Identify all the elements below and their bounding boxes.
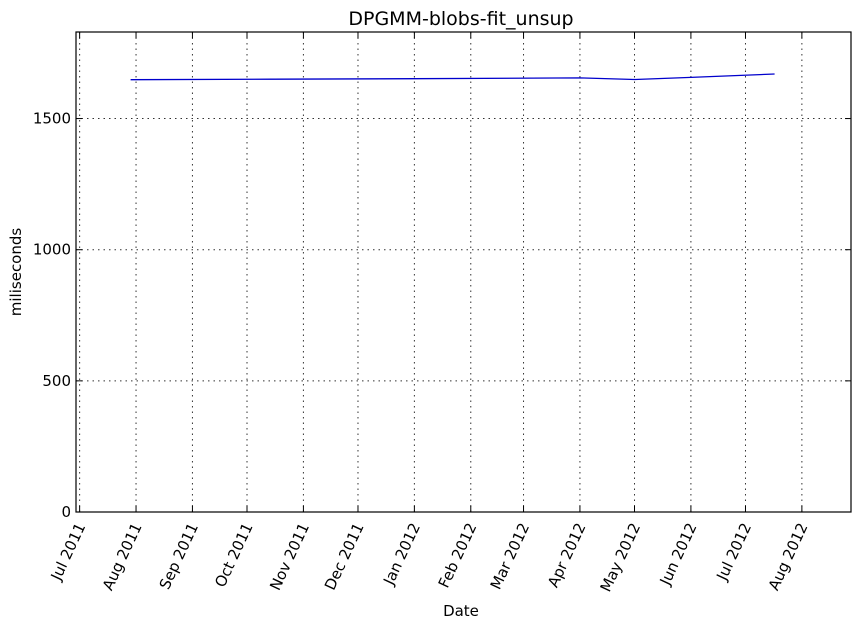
axis-ticks [76, 32, 851, 513]
x-tick-labels: Jul 2011 Aug 2011 Sep 2011 Oct 2011 Nov 2011… [47, 520, 812, 595]
grid-lines [76, 32, 851, 512]
x-tick-label: Jul 2011 [47, 520, 90, 584]
y-tick-label: 500 [42, 372, 71, 390]
x-tick-label: Mar 2012 [487, 520, 533, 592]
x-tick-label: Apr 2012 [544, 520, 589, 590]
series-layer [130, 73, 775, 81]
x-tick-label: Jan 2012 [379, 520, 424, 588]
x-tick-label: Jun 2012 [656, 520, 701, 589]
y-tick-label: 1500 [33, 110, 71, 128]
x-tick-label: Sep 2011 [156, 520, 202, 592]
x-tick-label: Feb 2012 [435, 520, 481, 591]
y-tick-label: 0 [61, 503, 71, 521]
y-tick-labels: 0 500 1000 1500 [33, 110, 71, 521]
x-axis-label: Date [443, 602, 479, 620]
x-tick-label: Dec 2011 [321, 520, 368, 593]
x-tick-label: Jul 2012 [713, 520, 756, 584]
x-tick-label: Nov 2011 [266, 520, 313, 593]
series-line [130, 73, 775, 81]
x-tick-label: Aug 2011 [99, 520, 146, 593]
chart-title: DPGMM-blobs-fit_unsup [348, 8, 573, 30]
y-tick-label: 1000 [33, 241, 71, 259]
x-tick-label: Oct 2011 [211, 520, 256, 590]
y-axis-label: miliseconds [7, 228, 25, 317]
plot-frame [75, 31, 852, 513]
x-tick-label: May 2012 [597, 520, 645, 595]
x-tick-label: Aug 2012 [765, 520, 812, 593]
